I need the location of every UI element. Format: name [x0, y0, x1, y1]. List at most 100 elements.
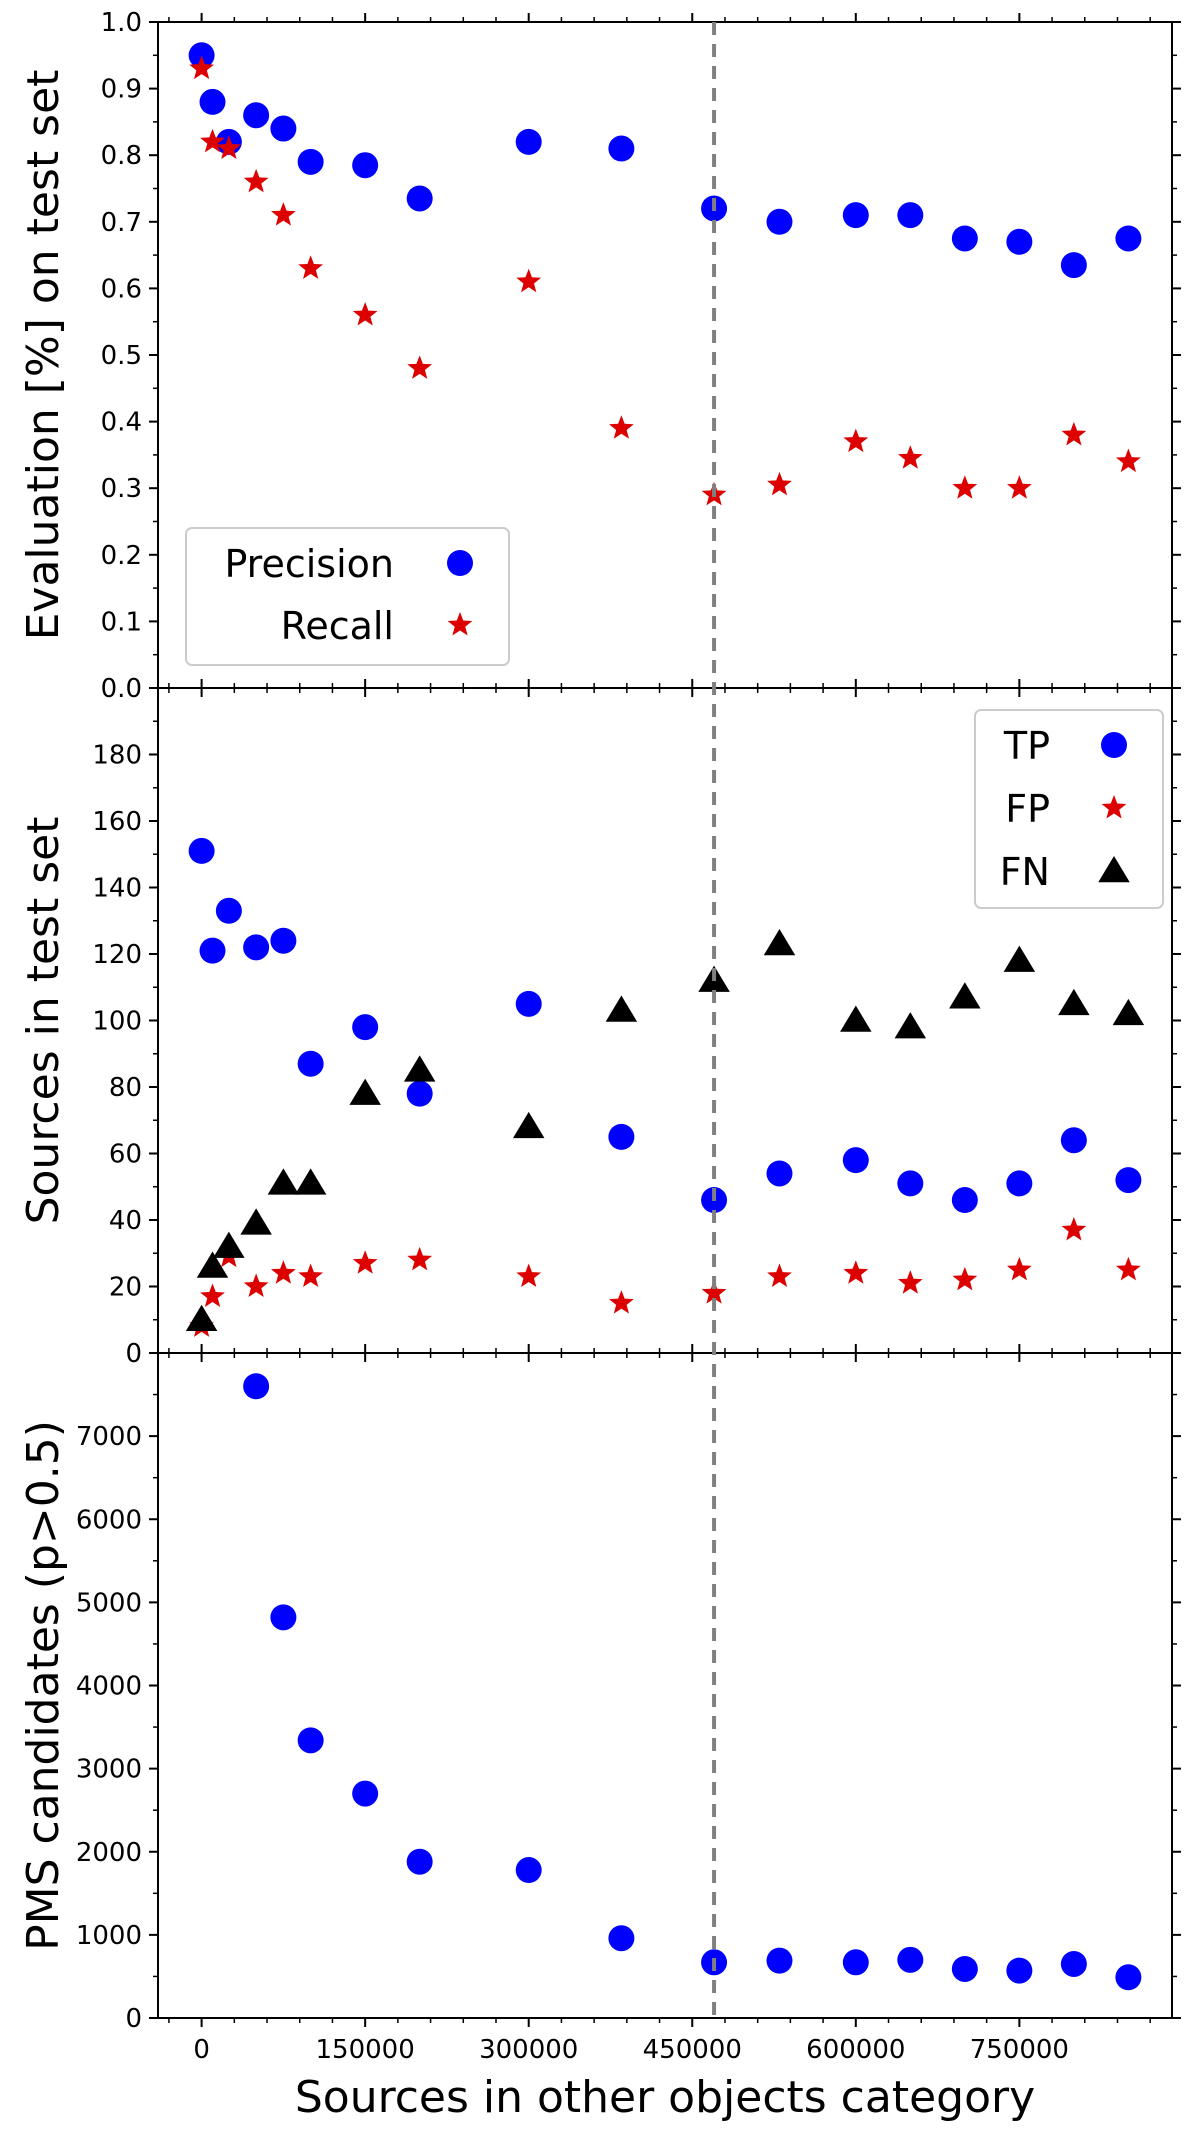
- panel-middle-fp-point: [243, 1273, 269, 1298]
- panel-middle-ytick-label: 100: [92, 1007, 142, 1037]
- panel-middle-legend-marker: [1098, 856, 1130, 883]
- panel-top-recall-point: [352, 302, 378, 326]
- panel-top-ytick-label: 0.8: [101, 141, 142, 171]
- panel-middle-fn-point: [213, 1231, 245, 1258]
- panel-top-ytick-label: 0.9: [101, 75, 142, 105]
- panel-middle-tp-point: [515, 990, 542, 1017]
- panel-middle-ytick-label: 40: [109, 1206, 142, 1236]
- panel-middle-fp-point: [407, 1246, 433, 1271]
- panel-bottom-pms-candidates-point: [352, 1780, 379, 1807]
- layer-text: Sources in other objects category 0.0 0.1…: [18, 8, 1069, 2123]
- panel-top-ytick-label: 0.1: [101, 607, 142, 637]
- panel-middle-fp-point: [271, 1260, 296, 1284]
- panel-top-precision-point: [352, 152, 379, 179]
- panel-middle-fp-point: [1061, 1216, 1087, 1241]
- panel-top-recall-point: [216, 135, 242, 160]
- panel-middle-fn-point: [240, 1208, 272, 1235]
- panel-top-recall-point: [1006, 475, 1032, 499]
- panel-top-precision-point: [270, 115, 297, 142]
- panel-top-ytick-label: 1.0: [101, 8, 142, 38]
- panel-top-precision-point: [199, 88, 226, 115]
- panel-bottom-ytick-label: 6000: [76, 1505, 142, 1535]
- panel-middle-legend-label: FN: [1000, 850, 1050, 894]
- panel-middle-fn-point: [403, 1055, 436, 1082]
- panel-top-recall-point: [609, 415, 634, 439]
- panel-middle-fn-point: [1112, 998, 1145, 1026]
- panel-top-ytick-label: 0.6: [101, 274, 142, 304]
- panel-top-recall-point: [189, 55, 214, 80]
- panel-top-recall-point: [843, 428, 869, 453]
- panel-middle-fp-point: [1116, 1256, 1141, 1281]
- panel-top-precision-point: [1115, 225, 1142, 252]
- panel-middle-tp-point: [188, 837, 215, 864]
- panel-middle-tp-point: [766, 1160, 793, 1187]
- panel-bottom-ytick-label: 0: [125, 2004, 142, 2034]
- panel-top-legend-marker: [447, 612, 473, 636]
- panel-bottom-pms-candidates-point: [270, 1604, 297, 1631]
- panel-top-recall-point: [200, 128, 225, 153]
- panel-middle-fp-point: [352, 1250, 378, 1274]
- panel-middle-legend-box: [974, 709, 1164, 909]
- panel-middle-tp-point: [215, 897, 242, 924]
- panel-middle-fn-point: [1058, 988, 1090, 1016]
- x-tick-label: 0: [193, 2035, 210, 2065]
- panel-bottom-pms-candidates-point: [842, 1949, 869, 1976]
- panel-middle-fn-point: [1003, 945, 1036, 972]
- panel-top-recall-point: [1061, 421, 1087, 446]
- panel-middle-ytick-label: 0: [125, 1339, 142, 1369]
- panel-top-precision-point: [1060, 252, 1087, 279]
- panel-top-precision-point: [515, 128, 542, 155]
- layer-frames: [149, 13, 1181, 2027]
- panel-top-recall-point: [407, 355, 433, 379]
- panel-bottom-pms-candidates-point: [1115, 1964, 1142, 1991]
- panel-middle-fn-point: [512, 1111, 545, 1139]
- panel-middle-fn-point: [949, 982, 981, 1009]
- panel-top-ytick-label: 0.0: [101, 674, 142, 704]
- panel-top-legend-box: [185, 527, 510, 666]
- panel-middle-fp-point: [1006, 1256, 1032, 1281]
- panel-bottom-pms-candidates-point: [608, 1925, 635, 1952]
- panel-middle-tp-point: [352, 1014, 379, 1041]
- panel-top-recall-point: [243, 168, 269, 193]
- panel-middle-fp-point: [767, 1263, 792, 1288]
- panel-top-y-axis-title: Evaluation [%] on test set: [18, 70, 69, 641]
- panel-bottom-pms-candidates-point: [766, 1947, 793, 1974]
- panel-top-precision-point: [897, 202, 924, 229]
- panel-top-legend-marker: [447, 550, 473, 576]
- panel-bottom-ytick-label: 7000: [76, 1422, 142, 1452]
- panel-top-precision-point: [1006, 228, 1033, 255]
- panel-middle-fp-point: [843, 1260, 869, 1284]
- panel-bottom-ytick-label: 4000: [76, 1672, 142, 1702]
- panel-top-recall-point: [298, 255, 324, 279]
- panel-middle-fn-point: [894, 1012, 927, 1039]
- panel-middle-legend-marker: [1101, 732, 1127, 758]
- panel-bottom-y-axis-title: PMS candidates (p>0.5): [18, 1420, 69, 1951]
- panel-middle-fp-point: [897, 1270, 923, 1294]
- panel-middle-tp-point: [1115, 1167, 1142, 1194]
- panel-middle-ytick-label: 80: [109, 1073, 142, 1103]
- panel-bottom-pms-candidates-point: [1060, 1950, 1087, 1977]
- panel-middle-ytick-label: 60: [109, 1140, 142, 1170]
- panel-middle-fp-point: [701, 1280, 727, 1304]
- panel-top-precision-point: [406, 185, 433, 212]
- panel-middle-fn-point: [763, 929, 796, 956]
- panel-middle-fp-point: [952, 1266, 978, 1291]
- panel-top-precision-point: [243, 102, 270, 129]
- panel-top-recall-point: [1116, 448, 1141, 473]
- panel-middle-fp-point: [609, 1290, 634, 1314]
- panel-middle-tp-point: [243, 934, 270, 961]
- panel-middle-ytick-label: 180: [92, 741, 142, 771]
- panel-bottom-pms-candidates-point: [1006, 1957, 1033, 1984]
- panel-top-ytick-label: 0.2: [101, 541, 142, 571]
- panel-middle-legend-marker: [1101, 795, 1127, 819]
- panel-top-precision-point: [951, 225, 978, 252]
- panel-top-precision-point: [766, 208, 793, 235]
- panel-middle-fp-point: [200, 1283, 225, 1307]
- panel-middle-tp-point: [608, 1123, 635, 1150]
- panel-middle-tp-point: [1060, 1127, 1087, 1154]
- panel-middle-ytick-label: 120: [92, 940, 142, 970]
- x-tick-label: 450000: [643, 2035, 742, 2065]
- panel-bottom-pms-candidates-point: [515, 1857, 542, 1884]
- panel-middle-fn-point: [840, 1005, 872, 1032]
